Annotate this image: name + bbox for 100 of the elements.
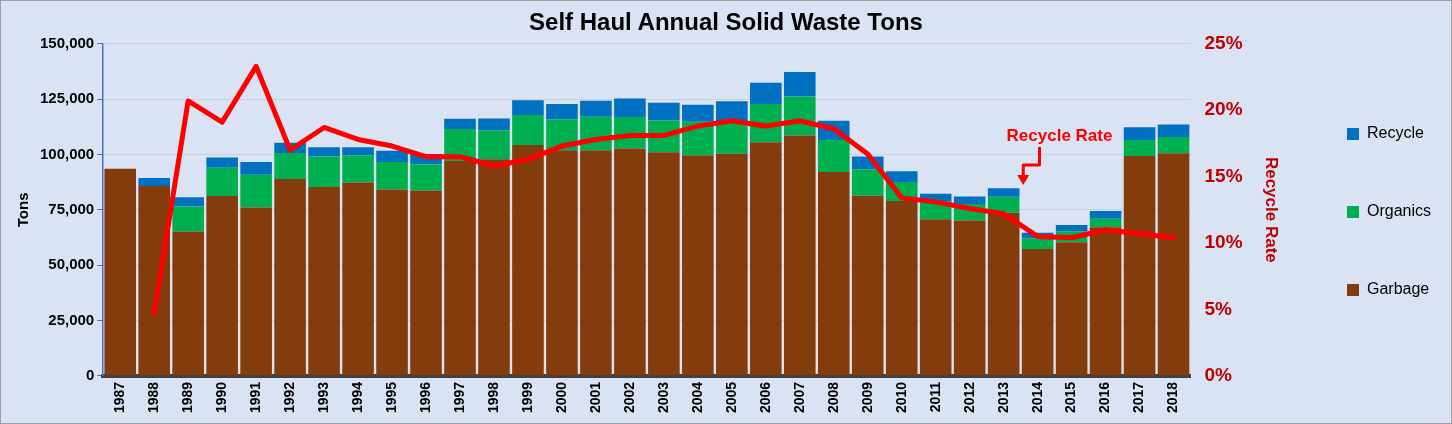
y-tick-label: 125,000	[39, 89, 95, 107]
y2-tick-label: 0%	[1204, 364, 1233, 386]
annotation: Recycle Rate	[1006, 126, 1113, 145]
bar	[240, 207, 272, 376]
bar	[342, 155, 374, 183]
bar	[783, 71, 816, 97]
bar	[376, 189, 408, 376]
bar	[851, 195, 884, 376]
y-tick-label: 100,000	[39, 144, 95, 162]
bar	[274, 152, 306, 180]
x-tick-label: 2001	[586, 381, 603, 414]
x-tick-label: 1988	[145, 381, 162, 414]
bar	[648, 102, 680, 121]
bar	[817, 171, 850, 376]
bar	[783, 135, 816, 376]
x-tick-label: 1989	[179, 381, 196, 414]
bar	[1089, 210, 1122, 219]
bar	[376, 162, 408, 190]
bar	[1157, 124, 1190, 137]
x-tick-label: 1996	[416, 381, 433, 414]
x-tick-label: 2012	[960, 381, 977, 414]
bar	[1157, 137, 1190, 154]
bar	[580, 100, 612, 117]
legend-label: Organics	[1366, 202, 1432, 220]
x-tick-label: 2006	[756, 381, 773, 414]
bar	[682, 155, 714, 376]
y-axis-title: Tons	[14, 192, 32, 228]
bar	[1021, 249, 1054, 376]
bar	[716, 153, 748, 376]
bar	[138, 177, 170, 186]
bar	[206, 196, 238, 376]
bar	[478, 130, 510, 160]
bar	[478, 159, 510, 376]
bar	[1021, 238, 1054, 250]
bar	[172, 206, 204, 232]
bar	[342, 182, 374, 376]
x-tick-label: 2004	[688, 381, 705, 414]
bar	[376, 150, 408, 163]
bar	[104, 168, 137, 376]
x-tick-label: 1992	[280, 381, 297, 414]
bar	[953, 220, 986, 376]
bar	[444, 118, 476, 130]
bar	[817, 139, 850, 172]
bar	[919, 219, 952, 376]
bar	[987, 188, 1020, 197]
x-tick-label: 2007	[790, 381, 807, 414]
x-tick-label: 2000	[552, 381, 569, 414]
bar	[1157, 153, 1190, 376]
y-tick-label: 75,000	[48, 199, 95, 217]
legend-label: Garbage	[1366, 280, 1430, 298]
bar	[1123, 127, 1156, 140]
y2-tick-label: 20%	[1204, 98, 1243, 120]
bar	[546, 104, 578, 120]
bar	[1123, 139, 1156, 157]
chart-title: Self Haul Annual Solid Waste Tons	[529, 8, 923, 36]
bar	[512, 144, 544, 376]
x-tick-label: 1999	[518, 381, 535, 414]
x-tick-label: 1995	[382, 381, 399, 414]
x-tick-label: 1991	[246, 381, 263, 414]
x-tick-label: 2002	[620, 381, 637, 414]
x-tick-label: 1990	[213, 381, 230, 414]
x-tick-label: 2016	[1096, 381, 1113, 414]
bar	[342, 147, 374, 156]
bar	[750, 142, 782, 376]
x-tick-label: 1997	[450, 381, 467, 414]
bar	[172, 197, 204, 207]
x-tick-label: 1998	[484, 381, 501, 414]
x-tick-label: 2008	[824, 381, 841, 414]
y2-tick-label: 5%	[1204, 297, 1233, 319]
bar	[308, 156, 340, 188]
bar	[410, 190, 442, 376]
bar	[512, 115, 544, 145]
bar	[987, 212, 1020, 376]
x-tick-label: 2005	[722, 381, 739, 414]
x-tick-label: 1993	[314, 381, 331, 414]
bar	[750, 82, 782, 105]
y-tick-label: 0	[85, 366, 95, 383]
bar	[851, 169, 884, 196]
x-tick-label: 2018	[1164, 381, 1181, 414]
bar	[614, 148, 646, 376]
bar	[1055, 224, 1088, 232]
x-tick-label: 1987	[111, 381, 128, 414]
bar	[648, 152, 680, 376]
y2-tick-label: 25%	[1204, 32, 1243, 54]
bar	[614, 98, 646, 118]
bar	[308, 187, 340, 376]
x-tick-label: 2015	[1062, 381, 1079, 414]
y-tick-label: 25,000	[48, 310, 95, 328]
x-tick-label: 2011	[926, 381, 943, 413]
bar	[274, 179, 306, 376]
x-tick-label: 2014	[1028, 381, 1045, 414]
bar	[138, 185, 170, 376]
bar	[580, 150, 612, 376]
bar	[885, 200, 918, 376]
bar	[206, 167, 238, 197]
bar	[240, 162, 272, 175]
bar	[512, 100, 544, 116]
bar	[444, 160, 476, 376]
y2-tick-label: 15%	[1204, 164, 1243, 186]
bar	[308, 147, 340, 157]
